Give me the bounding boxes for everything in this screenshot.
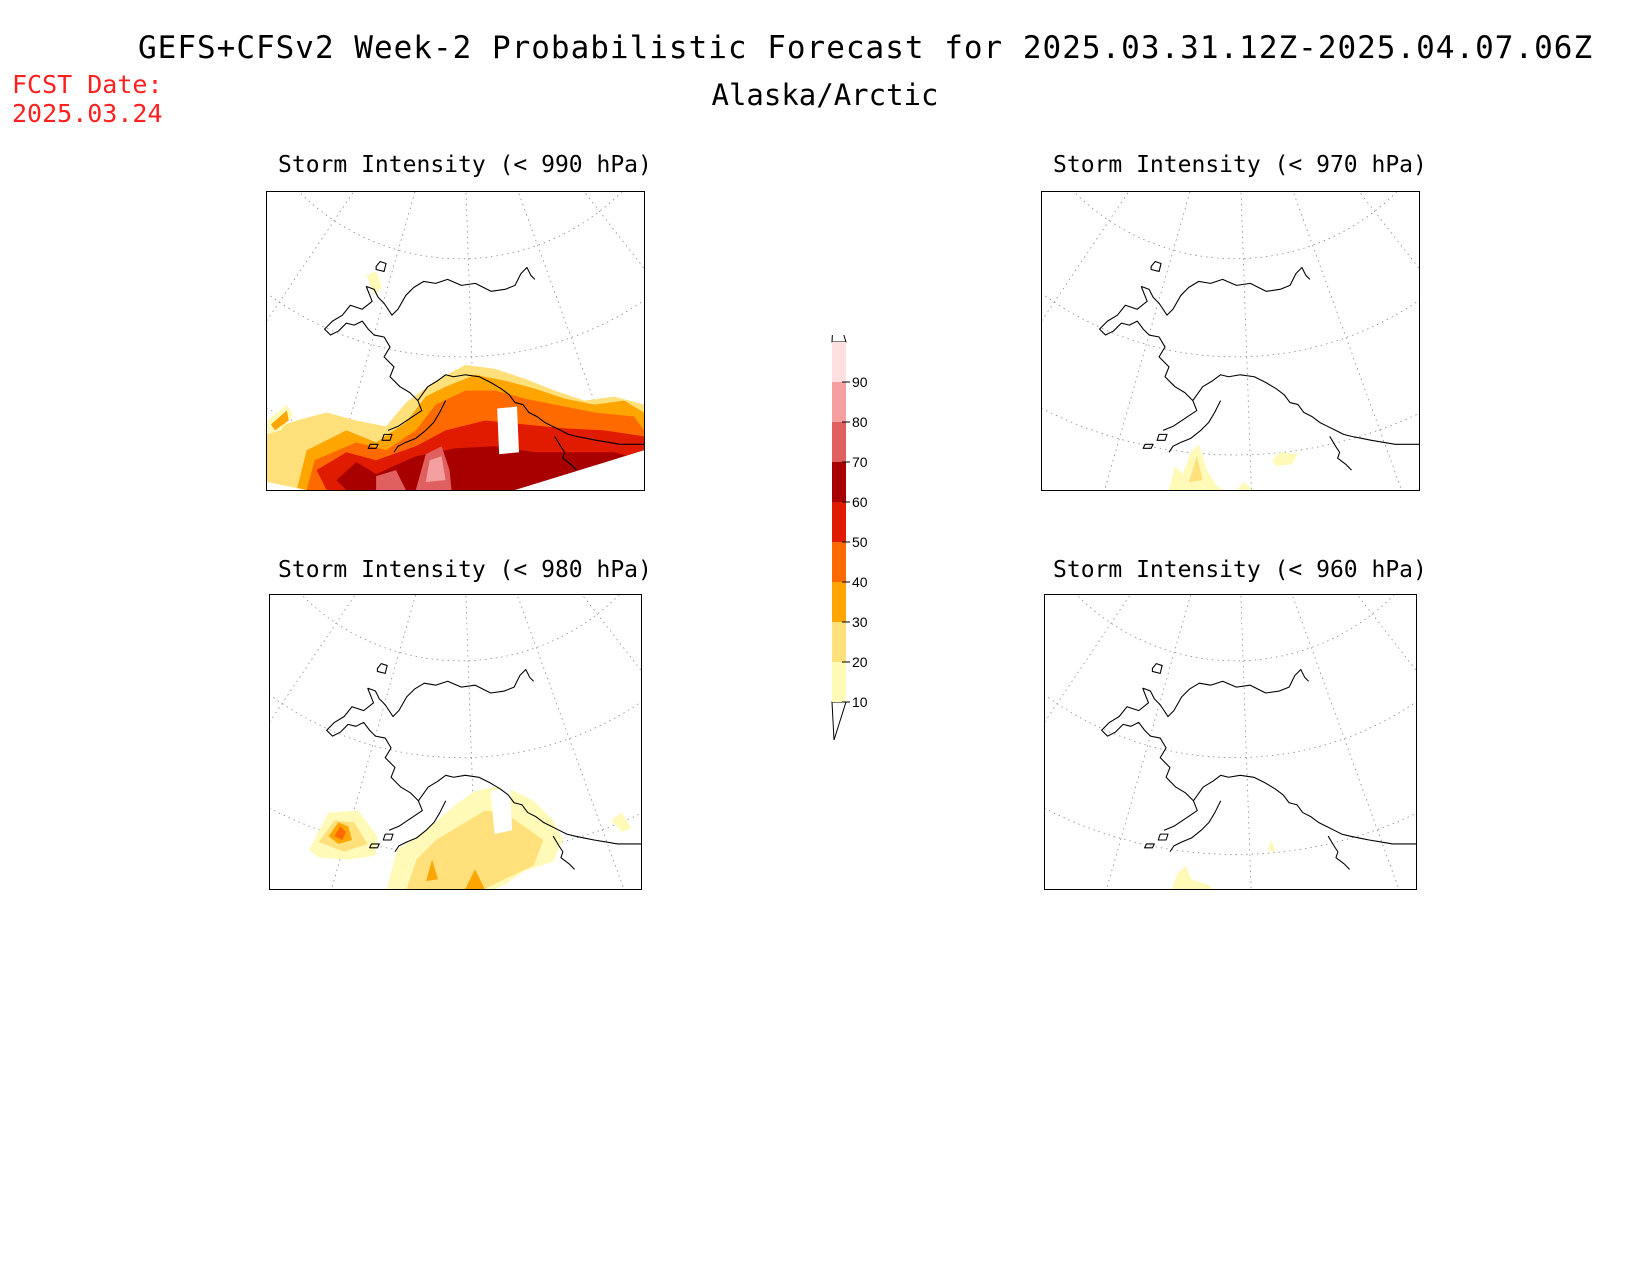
panel-title-960: Storm Intensity (< 960 hPa) — [1053, 557, 1427, 583]
colorbar-swatch-80 — [832, 382, 846, 422]
probability-field — [1168, 444, 1298, 490]
graticule — [1045, 595, 1416, 889]
probability-field — [309, 787, 632, 889]
colorbar-swatch-10 — [832, 662, 846, 702]
probability-contour — [366, 271, 383, 296]
colorbar-swatch-30 — [832, 582, 846, 622]
colorbar-label-80: 80 — [852, 414, 868, 430]
colorbar-swatch-70 — [832, 422, 846, 462]
colorbar-label-30: 30 — [852, 614, 868, 630]
colorbar-label-40: 40 — [852, 574, 868, 590]
colorbar-bottom-arrow — [831, 701, 847, 741]
probability-contour — [334, 826, 347, 840]
colorbar-swatch-60 — [832, 462, 846, 502]
map-panel-960 — [1044, 594, 1417, 890]
alaska-coastline — [323, 260, 644, 471]
colorbar-top-arrow — [831, 335, 847, 343]
alaska-coastline — [326, 663, 641, 870]
colorbar-label-90: 90 — [852, 374, 868, 390]
colorbar-label-20: 20 — [852, 654, 868, 670]
probability-field — [267, 271, 644, 490]
forecast-date-label: FCST Date: — [12, 70, 163, 99]
map-panel-970 — [1041, 191, 1420, 491]
probability-contour — [425, 456, 446, 483]
alaska-coastline — [1101, 663, 1416, 870]
probability-contour — [267, 482, 307, 490]
probability-contour — [1267, 840, 1276, 852]
map-panel-980 — [269, 594, 642, 890]
probability-contour — [270, 410, 289, 431]
probability-contour — [611, 812, 632, 833]
colorbar: 10 20 30 40 50 60 70 80 90 — [831, 335, 868, 741]
colorbar-label-70: 70 — [852, 454, 868, 470]
map-svg — [1042, 192, 1419, 490]
probability-contour — [1188, 456, 1203, 483]
probability-contour — [497, 406, 519, 455]
panel-title-990: Storm Intensity (< 990 hPa) — [278, 152, 652, 178]
probability-contour — [1272, 452, 1298, 467]
map-svg — [270, 595, 641, 889]
forecast-date-value: 2025.03.24 — [12, 99, 163, 128]
forecast-date: FCST Date: 2025.03.24 — [12, 70, 163, 128]
probability-contour — [490, 787, 513, 835]
map-svg — [267, 192, 644, 490]
probability-contour — [426, 859, 485, 889]
colorbar-label-60: 60 — [852, 494, 868, 510]
region-subtitle: Alaska/Arctic — [711, 78, 939, 112]
colorbar-label-50: 50 — [852, 534, 868, 550]
colorbar-swatch-90 — [832, 342, 846, 382]
graticule — [1042, 192, 1419, 490]
probability-field — [1171, 840, 1276, 889]
panel-title-980: Storm Intensity (< 980 hPa) — [278, 557, 652, 583]
colorbar-swatch-20 — [832, 622, 846, 662]
map-panel-990 — [266, 191, 645, 491]
probability-contour — [1171, 865, 1213, 889]
colorbar-swatch-50 — [832, 502, 846, 542]
map-svg — [1045, 595, 1416, 889]
main-title-text: GEFS+CFSv2 Week-2 Probabilistic Forecast… — [138, 30, 1594, 66]
colorbar-swatch-40 — [832, 542, 846, 582]
probability-contour — [1236, 482, 1253, 490]
alaska-coastline — [1098, 260, 1419, 471]
panel-title-970: Storm Intensity (< 970 hPa) — [1053, 152, 1427, 178]
colorbar-label-10: 10 — [852, 694, 868, 710]
